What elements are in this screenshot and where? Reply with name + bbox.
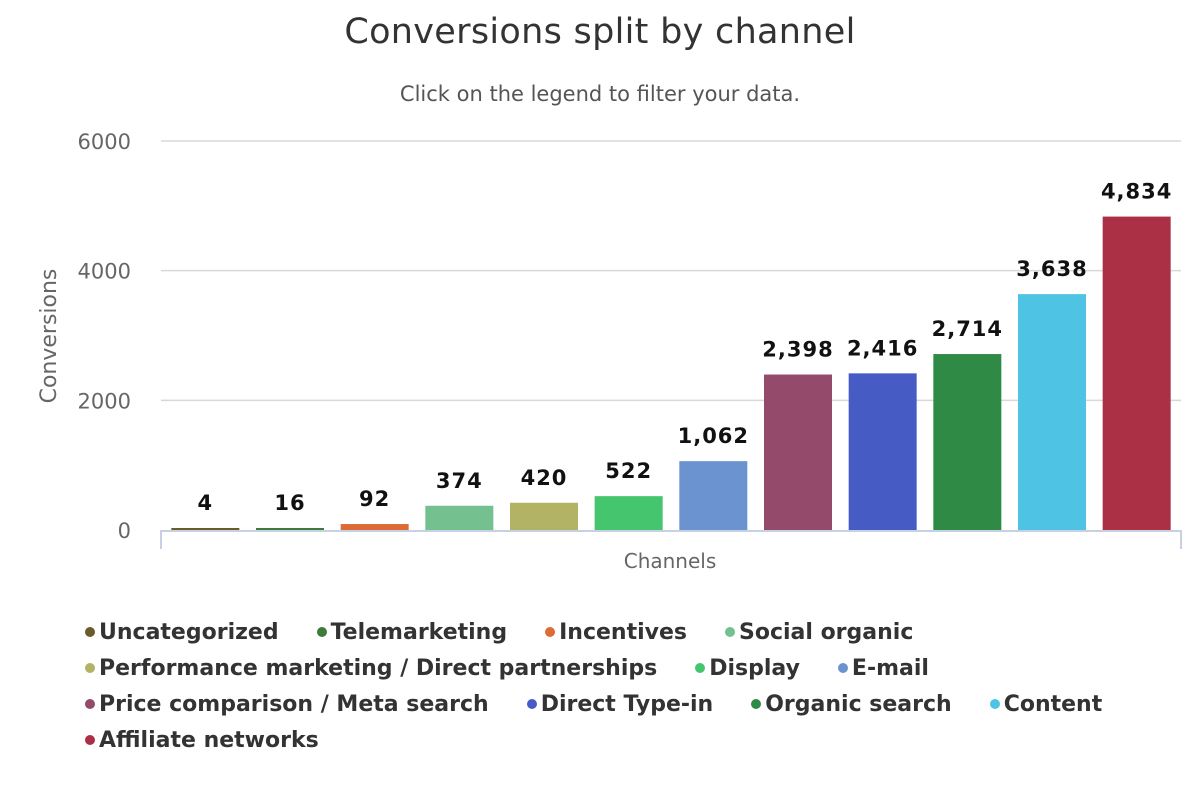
legend-dot-icon [724, 627, 735, 637]
legend-item[interactable]: Incentives [545, 614, 687, 650]
data-label: 4 [198, 491, 214, 515]
legend-item[interactable]: Organic search [751, 686, 952, 722]
legend-item-label: E-mail [851, 655, 929, 681]
legend-item-label: Performance marketing / Direct partnersh… [99, 655, 658, 681]
data-label: 374 [436, 469, 483, 493]
legend-item[interactable]: Uncategorized [85, 614, 279, 650]
bar-display[interactable] [594, 496, 663, 530]
legend-item-label: Uncategorized [99, 619, 279, 645]
bar-performance-marketing-direct-partnerships[interactable] [510, 502, 578, 530]
bar-social-organic[interactable] [425, 505, 494, 530]
bar-content[interactable] [1018, 294, 1086, 530]
legend-dot-icon [837, 663, 848, 673]
y-tick-label: 0 [118, 519, 131, 543]
data-label: 2,714 [932, 317, 1003, 341]
y-axis-title: Conversions [37, 269, 62, 404]
legend-dot-icon [989, 699, 1000, 709]
data-label: 420 [521, 466, 568, 490]
data-labels: 4 16 92 374 420 522 1,062 2,398 2,416 2,714 3,638 4… [198, 180, 1172, 515]
legend-item[interactable]: Affiliate networks [85, 722, 319, 758]
data-label: 1,062 [678, 424, 749, 448]
data-label: 4,834 [1101, 180, 1172, 204]
data-label: 2,398 [762, 338, 833, 362]
chart-title: Conversions split by channel [344, 12, 856, 52]
data-label: 92 [359, 487, 390, 511]
legend-dot-icon [85, 663, 95, 673]
bar-organic-search[interactable] [933, 354, 1002, 530]
data-label: 16 [274, 491, 305, 515]
bar-affiliate-networks[interactable] [1102, 216, 1171, 530]
legend-item-label: Content [1003, 691, 1103, 717]
legend-item[interactable]: Direct Type-in [526, 686, 714, 722]
legend-dot-icon [751, 699, 762, 709]
legend-dot-icon [85, 735, 95, 745]
legend-dot-icon [316, 627, 327, 637]
bar-uncategorized[interactable] [171, 528, 240, 530]
bar-incentives[interactable] [340, 524, 409, 530]
bar-chart: 0 2000 4000 6000 4 16 92 374 420 522 1,062 2,398 2,… [37, 130, 1182, 573]
legend-item[interactable]: E-mail [837, 650, 929, 686]
bar-direct-type-in[interactable] [848, 373, 917, 530]
legend-item-label: Telemarketing [330, 619, 508, 645]
y-tick-label: 2000 [78, 389, 131, 413]
y-tick-label: 4000 [78, 260, 131, 284]
legend-dot-icon [545, 627, 556, 637]
legend-item[interactable]: Content [989, 686, 1103, 722]
legend-item[interactable]: Social organic [724, 614, 914, 650]
data-label: 2,416 [847, 336, 918, 360]
y-tick-label: 6000 [78, 130, 131, 154]
legend-item[interactable]: Display [695, 650, 800, 686]
legend-dot-icon [85, 699, 95, 709]
chart-subtitle: Click on the legend to filter your data. [399, 82, 801, 106]
legend-dot-icon [526, 699, 537, 709]
data-label: 522 [605, 459, 652, 483]
data-label: 3,638 [1016, 257, 1087, 281]
bars [171, 216, 1171, 530]
legend-item[interactable]: Price comparison / Meta search [85, 686, 489, 722]
y-axis-ticks: 0 2000 4000 6000 [78, 130, 131, 543]
bar-e-mail[interactable] [679, 461, 748, 530]
legend-dot-icon [85, 627, 95, 637]
legend-item-label: Display [709, 655, 800, 681]
chart-legend: Uncategorized Telemarketing Incentives Soci… [85, 614, 1165, 758]
bar-price-comparison-meta-search[interactable] [764, 374, 832, 530]
legend-item-label: Affiliate networks [99, 727, 319, 753]
legend-item-label: Organic search [765, 691, 952, 717]
legend-item-label: Social organic [738, 619, 914, 645]
legend-item-label: Direct Type-in [540, 691, 714, 717]
legend-item-label: Incentives [559, 619, 687, 645]
grid-lines [161, 140, 1181, 402]
x-axis-title: Channels [624, 549, 717, 573]
legend-dot-icon [695, 663, 706, 673]
legend-item-label: Price comparison / Meta search [99, 691, 489, 717]
legend-item[interactable]: Performance marketing / Direct partnersh… [85, 650, 657, 686]
bar-telemarketing[interactable] [256, 528, 324, 530]
legend-item[interactable]: Telemarketing [316, 614, 508, 650]
